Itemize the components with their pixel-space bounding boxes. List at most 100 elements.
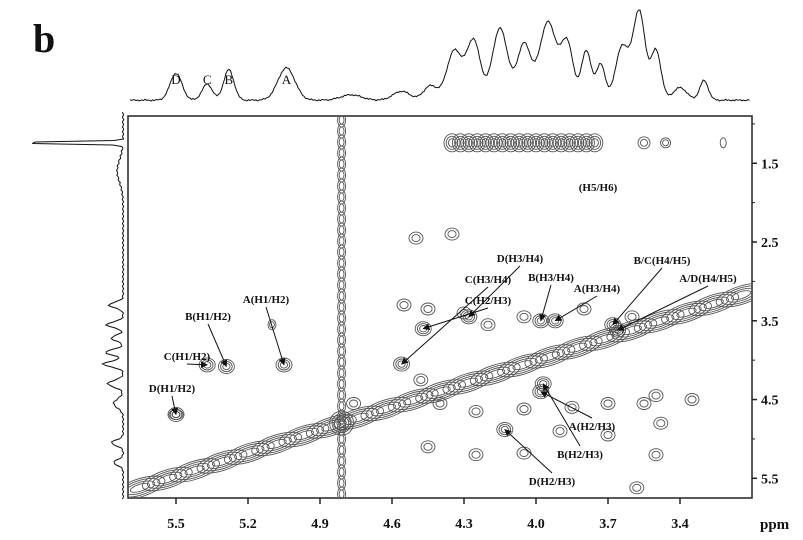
contour-level	[546, 135, 560, 150]
cross-peak-arrow	[401, 286, 489, 365]
contour-level	[288, 427, 320, 443]
contour-level	[338, 203, 345, 213]
contour-level	[338, 214, 345, 224]
contour-level	[527, 133, 545, 153]
cross-peak-arrow	[422, 307, 489, 331]
contour-level	[539, 351, 560, 362]
contour-level	[279, 361, 289, 369]
cross-peak-label: C(H2/H3)	[465, 295, 512, 307]
contour-level	[493, 133, 511, 153]
contour-level	[556, 337, 598, 358]
contour-level	[480, 318, 496, 332]
contour-level	[515, 138, 524, 148]
contour-level	[720, 285, 751, 305]
contour-level	[278, 423, 330, 448]
contour-level	[408, 231, 424, 245]
contour-level	[510, 133, 528, 153]
contour-level	[459, 308, 469, 317]
contour-level	[129, 480, 156, 496]
contour-level	[251, 431, 302, 457]
contour-level	[338, 192, 345, 202]
x-tick-label: 5.5	[167, 517, 185, 532]
contour-level	[411, 234, 421, 243]
contour-level	[444, 227, 460, 241]
contour-plot-frame	[127, 115, 753, 499]
cross-peak-labels: D(H1/H2) C(H1/H2) B(H1/H2) A(H1/H2) C(H3/H4)…	[149, 182, 737, 488]
contour-map	[129, 117, 751, 497]
contour-level	[398, 392, 429, 408]
contour-level	[496, 135, 509, 150]
contour-level	[567, 403, 577, 412]
contour-level	[338, 137, 345, 147]
contour-level	[569, 133, 587, 153]
contour-level	[487, 135, 501, 150]
contour-level	[519, 449, 529, 458]
contour-level	[536, 317, 545, 325]
y-tick-label: 5.5	[761, 472, 779, 487]
cross-peak-arrow	[171, 395, 179, 416]
contour-level	[606, 318, 658, 343]
contour-level	[169, 458, 220, 483]
contour-level	[582, 138, 591, 148]
contour-level	[337, 486, 347, 497]
contour-level	[338, 346, 345, 356]
contour-level	[234, 445, 265, 461]
contour-level	[512, 360, 533, 371]
panel-letter: b	[33, 16, 55, 61]
contour-level	[516, 402, 532, 416]
x-tick-label: 3.7	[599, 517, 617, 532]
contour-level	[457, 377, 478, 388]
contour-level	[360, 396, 412, 422]
cross-peak-arrow	[539, 284, 552, 322]
contour-level	[416, 375, 426, 384]
contour-level	[576, 302, 592, 316]
contour-level	[447, 372, 489, 393]
cross-peak-arrow	[504, 429, 553, 474]
contour-level	[338, 126, 345, 136]
contour-level	[338, 335, 345, 345]
contour-level	[715, 283, 751, 308]
contour-level	[375, 404, 396, 414]
contour-level	[586, 133, 604, 153]
contour-level	[551, 335, 603, 360]
contour-level	[338, 269, 345, 279]
contour-level	[348, 412, 369, 423]
contour-level	[338, 489, 345, 497]
cross-peak-label: C(H3/H4)	[465, 274, 512, 286]
contour-level	[504, 135, 518, 150]
contour-level	[524, 344, 576, 369]
top-1d-spectrum-trace	[129, 9, 750, 102]
contour-level	[555, 427, 565, 436]
contour-level	[660, 137, 672, 149]
contour-level	[546, 313, 564, 329]
contour-level	[211, 456, 233, 467]
contour-level	[338, 280, 345, 290]
cross-peak-arrow	[612, 267, 663, 326]
cross-peak-label: D(H2/H3)	[529, 476, 576, 488]
contour-level	[529, 135, 543, 150]
contour-level	[338, 407, 379, 428]
contour-level	[331, 413, 352, 434]
contour-level	[573, 138, 583, 148]
contour-level	[239, 447, 260, 458]
contour-level	[392, 390, 434, 410]
contour-level	[452, 375, 484, 391]
contour-level	[283, 425, 325, 445]
contour-level	[502, 355, 543, 375]
contour-level	[648, 389, 664, 403]
contour-level	[201, 451, 243, 472]
contour-level	[338, 302, 345, 312]
contour-level	[206, 454, 238, 469]
contour-level	[468, 448, 484, 462]
contour-level	[477, 133, 495, 153]
contour-level	[447, 230, 457, 239]
projection-peak-label: A	[282, 72, 292, 87]
contour-level	[365, 399, 407, 419]
contour-level	[338, 456, 345, 466]
contour-level	[174, 460, 215, 481]
contour-level	[338, 478, 345, 488]
contour-level	[471, 450, 481, 459]
contour-level	[443, 133, 461, 153]
